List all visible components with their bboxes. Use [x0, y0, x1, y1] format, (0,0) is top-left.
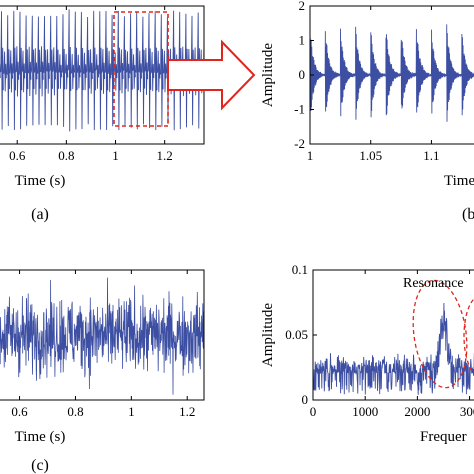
panel-a-x-ticks: 0.6 0.8 1 1.2 [9, 6, 173, 163]
panel-d-ticks: 0 1000 2000 300 0.1 0.05 0 [285, 262, 474, 419]
panel-d-resonance-ellipse-2 [463, 298, 474, 374]
y-tick-label: 1 [299, 33, 306, 48]
panel-d-spectrum-line [313, 302, 474, 395]
panel-b-xlabel: Time [444, 173, 474, 189]
y-tick-label: 0 [302, 392, 309, 407]
panel-c-x-ticks: 0.6 0.8 1 1.2 [11, 270, 195, 419]
panel-a-label: (a) [31, 206, 49, 223]
x-tick-label: 1.05 [359, 148, 382, 163]
panel-b-signal-line [310, 24, 474, 122]
panel-d-xlabel: Frequer [420, 429, 467, 445]
y-tick-label: 0.05 [285, 327, 308, 342]
panel-d-resonance-ellipse [412, 279, 468, 389]
x-tick-label: 1.1 [423, 148, 439, 163]
y-tick-label: -2 [294, 136, 305, 151]
panel-c: 0.6 0.8 1 1.2 Time (s) (c) [0, 269, 205, 474]
y-tick-label: 0.1 [292, 262, 308, 277]
x-tick-label: 1 [307, 148, 314, 163]
panel-d-annotation: Resonance [403, 276, 464, 291]
x-tick-label: 0.6 [11, 404, 28, 419]
x-tick-label: 2000 [404, 404, 430, 419]
zoom-arrow [167, 39, 256, 111]
x-tick-label: 0.8 [58, 148, 74, 163]
x-tick-label: 1000 [352, 404, 378, 419]
panel-b: 1 1.05 1.1 2 1 0 -1 -2 Amplitude Time (b [260, 0, 474, 223]
x-tick-label: 0 [310, 404, 317, 419]
y-tick-label: 2 [299, 0, 306, 13]
panel-c-label: (c) [31, 457, 49, 474]
panel-a: 0.6 0.8 1 1.2 Time (s) (a) [0, 5, 205, 223]
panel-d-ylabel: Amplitude [260, 303, 276, 368]
panel-c-signal-line [0, 277, 204, 395]
x-tick-label: 1.2 [157, 148, 173, 163]
x-tick-label: 1 [112, 148, 119, 163]
panel-b-ticks: 1 1.05 1.1 2 1 0 -1 -2 [294, 0, 439, 163]
y-tick-label: -1 [294, 102, 305, 117]
x-tick-label: 0.8 [67, 404, 83, 419]
x-tick-label: 0.6 [9, 148, 26, 163]
panel-a-xlabel: Time (s) [15, 173, 66, 189]
panel-b-label: (b [462, 206, 474, 223]
panel-c-axes-frame [0, 269, 205, 401]
panel-b-ylabel: Amplitude [260, 43, 276, 108]
x-tick-label: 1.2 [179, 404, 195, 419]
x-tick-label: 300 [460, 404, 474, 419]
x-tick-label: 1 [128, 404, 135, 419]
panel-d: 0 1000 2000 300 0.1 0.05 0 Resonance Amplitude… [260, 262, 474, 445]
panel-c-xlabel: Time (s) [15, 429, 66, 445]
y-tick-label: 0 [299, 67, 306, 82]
